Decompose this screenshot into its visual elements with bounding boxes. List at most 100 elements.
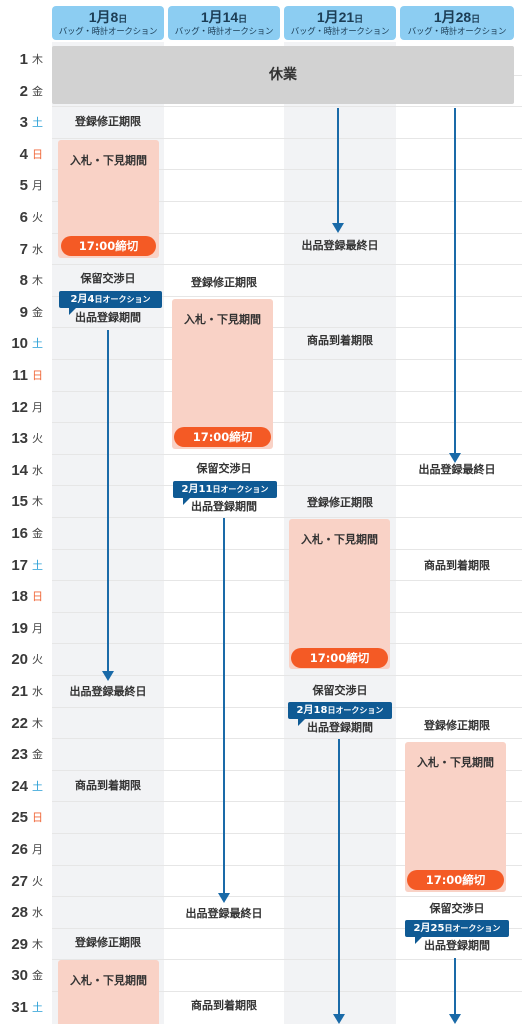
arrow-down-icon <box>449 108 461 463</box>
day-number: 13 <box>11 430 28 448</box>
day-number: 31 <box>11 999 28 1016</box>
listing-final-label: 出品登録最終日 <box>418 463 496 476</box>
day-number: 16 <box>11 525 28 542</box>
weekday: 木 <box>32 495 43 509</box>
weekday: 日 <box>32 147 43 161</box>
day-number: 18 <box>11 588 28 606</box>
weekday: 木 <box>32 716 43 730</box>
column-header-jan-8: 1月8日 バッグ・時計オークション <box>52 6 164 40</box>
day-number: 9 <box>19 303 28 321</box>
edit-deadline-label: 登録修正期限 <box>75 115 141 128</box>
weekday: 火 <box>32 211 43 224</box>
hold-negotiation-label: 保留交渉日 <box>429 902 485 915</box>
day-number: 24 <box>11 777 28 795</box>
weekday: 火 <box>32 653 43 667</box>
header-date: 1月21 <box>316 9 355 25</box>
arrival-deadline-label: 商品到着期限 <box>424 559 490 572</box>
weekday: 日 <box>32 369 43 382</box>
header-subtitle: バッグ・時計オークション <box>58 27 158 37</box>
day-row-label: 13 火 <box>0 423 52 454</box>
tag-suffix: オークション <box>220 485 269 494</box>
day-number: 19 <box>11 619 28 637</box>
row-divider <box>52 453 522 455</box>
day-number: 8 <box>19 272 28 290</box>
day-row-label: 17 土 <box>0 550 52 581</box>
column-header-jan-21: 1月21日 バッグ・時計オークション <box>284 6 396 40</box>
weekday: 金 <box>32 84 43 98</box>
listing-period-label: 出品登録期間 <box>75 311 141 324</box>
weekday: 月 <box>32 621 43 635</box>
listing-final-label: 出品登録最終日 <box>69 685 147 698</box>
header-date-unit: 日 <box>471 14 481 24</box>
row-divider <box>52 896 522 898</box>
weekday: 水 <box>32 463 43 477</box>
listing-period-label: 出品登録期間 <box>424 939 490 952</box>
tag-day: 4 <box>87 294 95 305</box>
auction-date-tag: 2月4日オークション <box>59 291 162 315</box>
row-divider <box>52 864 522 866</box>
column-header-jan-28: 1月28日 バッグ・時計オークション <box>400 6 514 40</box>
weekday: 水 <box>32 906 43 920</box>
day-number: 1 <box>19 51 28 68</box>
row-divider <box>52 295 522 297</box>
weekday: 金 <box>32 305 43 319</box>
tag-unit: 日 <box>444 924 453 933</box>
row-divider <box>52 264 522 266</box>
row-divider <box>52 959 522 961</box>
deadline-pill: 17:00締切 <box>407 870 504 890</box>
row-divider <box>52 485 522 487</box>
arrow-down-icon <box>102 330 114 681</box>
header-subtitle: バッグ・時計オークション <box>407 27 507 37</box>
row-divider <box>52 738 522 740</box>
day-row-label: 26 月 <box>0 834 52 865</box>
arrival-deadline-label: 商品到着期限 <box>75 779 141 792</box>
bid-period-label: 入札・下見期間 <box>184 313 261 326</box>
day-number: 11 <box>12 367 28 384</box>
tag-suffix: オークション <box>335 706 384 715</box>
weekday: 日 <box>32 590 43 604</box>
row-divider <box>52 422 522 424</box>
day-number: 25 <box>11 809 28 827</box>
weekday: 月 <box>32 179 43 193</box>
row-divider <box>52 580 522 582</box>
weekday: 火 <box>32 874 43 888</box>
day-number: 5 <box>19 177 28 195</box>
weekday: 金 <box>32 527 43 540</box>
day-number: 10 <box>11 335 28 353</box>
listing-period-label: 出品登録期間 <box>307 721 373 734</box>
row-divider <box>52 106 522 108</box>
tag-day: 11 <box>198 484 213 495</box>
column-header-jan-14: 1月14日 バッグ・時計オークション <box>168 6 280 40</box>
bid-period-label: 入札・下見期間 <box>417 756 494 769</box>
header-date: 1月8 <box>88 9 119 25</box>
row-divider <box>52 359 522 360</box>
bid-period-label: 入札・下見期間 <box>301 533 378 546</box>
weekday: 火 <box>32 432 43 446</box>
arrow-down-icon <box>332 108 344 233</box>
bid-period-label: 入札・下見期間 <box>70 154 147 167</box>
tag-unit: 日 <box>94 295 103 304</box>
weekday: 月 <box>32 843 43 856</box>
row-divider <box>52 548 522 550</box>
weekday: 木 <box>32 274 43 288</box>
row-divider <box>52 137 522 139</box>
tag-month: 2月 <box>413 923 431 934</box>
weekday: 土 <box>32 558 43 572</box>
day-number: 28 <box>11 904 28 922</box>
listing-final-label: 出品登録最終日 <box>301 239 379 252</box>
bid-period-label: 入札・下見期間 <box>70 974 147 987</box>
weekday: 日 <box>32 811 43 825</box>
day-row-label: 29 木 <box>0 929 52 960</box>
deadline-pill: 17:00締切 <box>61 236 156 256</box>
day-number: 20 <box>11 651 28 669</box>
arrow-down-icon <box>449 958 461 1024</box>
day-number: 4 <box>19 145 28 163</box>
row-divider <box>52 611 522 613</box>
day-number: 6 <box>19 209 28 226</box>
day-row-label: 27 火 <box>0 866 52 897</box>
